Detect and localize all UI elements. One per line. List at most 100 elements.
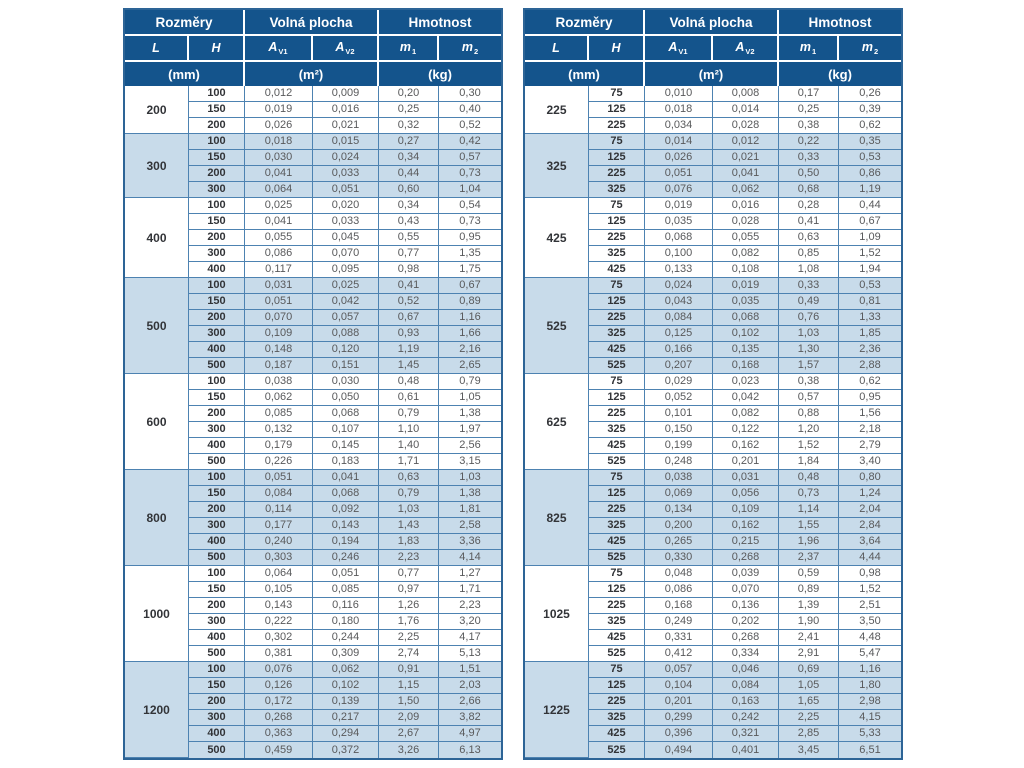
- table-row: 1025 75 0,048 0,039 0,59 0,98: [525, 566, 901, 662]
- av2-value: 0,021: [713, 150, 779, 166]
- table-row: 300 0,132 0,107 1,10 1,97: [125, 422, 501, 438]
- l-value: 525: [525, 278, 589, 374]
- av2-value: 0,015: [313, 134, 379, 150]
- table-row: 225 0,201 0,163 1,65 2,98: [525, 694, 901, 710]
- table-row: 225 0,068 0,055 0,63 1,09: [525, 230, 901, 246]
- h-value: 525: [589, 550, 645, 566]
- table-row: 125 0,043 0,035 0,49 0,81: [525, 294, 901, 310]
- av1-value: 0,222: [245, 614, 313, 630]
- m2-value: 2,58: [439, 518, 501, 534]
- av1-value: 0,114: [245, 502, 313, 518]
- table-row: 425 0,166 0,135 1,30 2,36: [525, 342, 901, 358]
- m2-value: 3,50: [839, 614, 901, 630]
- av1-value: 0,035: [645, 214, 713, 230]
- h-value: 400: [189, 534, 245, 550]
- av1-value: 0,064: [245, 566, 313, 582]
- av1-value: 0,029: [645, 374, 713, 390]
- av2-value: 0,135: [713, 342, 779, 358]
- table-row: 425 0,133 0,108 1,08 1,94: [525, 262, 901, 278]
- m1-value: 0,20: [379, 86, 439, 102]
- av2-value: 0,039: [713, 566, 779, 582]
- h-value: 300: [189, 518, 245, 534]
- table-row: 225 0,051 0,041 0,50 0,86: [525, 166, 901, 182]
- m2-value: 1,33: [839, 310, 901, 326]
- av2-value: 0,102: [713, 326, 779, 342]
- av1-value: 0,038: [645, 470, 713, 486]
- table-row: 200 0,070 0,057 0,67 1,16: [125, 310, 501, 326]
- header-section-rozmery: Rozměry: [125, 10, 245, 36]
- av2-value: 0,107: [313, 422, 379, 438]
- m1-value: 1,84: [779, 454, 839, 470]
- table-row: 125 0,069 0,056 0,73 1,24: [525, 486, 901, 502]
- h-value: 525: [589, 454, 645, 470]
- m2-value: 6,13: [439, 742, 501, 758]
- av2-value: 0,145: [313, 438, 379, 454]
- m1-value: 0,44: [379, 166, 439, 182]
- av1-value: 0,117: [245, 262, 313, 278]
- m2-value: 0,81: [839, 294, 901, 310]
- header-section-volna-plocha: Volná plocha: [245, 10, 379, 36]
- table-row: 225 0,101 0,082 0,88 1,56: [525, 406, 901, 422]
- m1-value: 1,15: [379, 678, 439, 694]
- m1-value: 0,63: [379, 470, 439, 486]
- av1-value: 0,330: [645, 550, 713, 566]
- av2-value: 0,201: [713, 454, 779, 470]
- m2-value: 0,62: [839, 374, 901, 390]
- m1-value: 0,48: [779, 470, 839, 486]
- m1-value: 1,14: [779, 502, 839, 518]
- m2-value: 4,17: [439, 630, 501, 646]
- m2-value: 0,98: [839, 566, 901, 582]
- m1-value: 0,73: [779, 486, 839, 502]
- h-value: 525: [589, 742, 645, 758]
- av2-value: 0,019: [713, 278, 779, 294]
- av2-value: 0,180: [313, 614, 379, 630]
- av2-value: 0,246: [313, 550, 379, 566]
- table-row: 625 75 0,029 0,023 0,38 0,62: [525, 374, 901, 470]
- table-row: 425 75 0,019 0,016 0,28 0,44: [525, 198, 901, 278]
- av2-value: 0,020: [313, 198, 379, 214]
- dimension-table-right: Rozměry Volná plocha Hmotnost L H AV1 AV2 m1 m2(…: [523, 8, 903, 760]
- h-value: 200: [189, 502, 245, 518]
- h-value: 425: [589, 726, 645, 742]
- h-value: 500: [189, 742, 245, 758]
- m2-value: 2,66: [439, 694, 501, 710]
- m2-value: 6,51: [839, 742, 901, 758]
- h-value: 425: [589, 630, 645, 646]
- m2-value: 0,44: [839, 198, 901, 214]
- m1-value: 0,43: [379, 214, 439, 230]
- av2-value: 0,217: [313, 710, 379, 726]
- av2-value: 0,183: [313, 454, 379, 470]
- av1-value: 0,026: [245, 118, 313, 134]
- m1-value: 1,96: [779, 534, 839, 550]
- m2-value: 1,56: [839, 406, 901, 422]
- h-value: 425: [589, 438, 645, 454]
- m2-value: 0,73: [439, 166, 501, 182]
- m2-value: 3,82: [439, 710, 501, 726]
- m1-value: 0,91: [379, 662, 439, 678]
- l-value: 225: [525, 86, 589, 134]
- table-row: 825 75 0,038 0,031 0,48 0,80: [525, 470, 901, 566]
- table-row: 300 0,086 0,070 0,77 1,35: [125, 246, 501, 262]
- av1-value: 0,069: [645, 486, 713, 502]
- table-row: 400 100 0,025 0,020 0,34 0,54: [125, 198, 501, 278]
- av2-value: 0,062: [713, 182, 779, 198]
- av2-value: 0,151: [313, 358, 379, 374]
- table-row: 500 100 0,031 0,025 0,41 0,67: [125, 278, 501, 374]
- m1-value: 1,52: [779, 438, 839, 454]
- unit-header-m2: (m²): [245, 62, 379, 86]
- h-value: 325: [589, 182, 645, 198]
- l-value: 1025: [525, 566, 589, 662]
- av2-value: 0,050: [313, 390, 379, 406]
- h-value: 500: [189, 550, 245, 566]
- av2-value: 0,162: [713, 518, 779, 534]
- m1-value: 1,45: [379, 358, 439, 374]
- m1-value: 0,60: [379, 182, 439, 198]
- av2-value: 0,202: [713, 614, 779, 630]
- m1-value: 0,89: [779, 582, 839, 598]
- av1-value: 0,199: [645, 438, 713, 454]
- h-value: 500: [189, 646, 245, 662]
- l-value: 400: [125, 198, 189, 278]
- h-value: 125: [589, 390, 645, 406]
- h-value: 200: [189, 230, 245, 246]
- av1-value: 0,068: [645, 230, 713, 246]
